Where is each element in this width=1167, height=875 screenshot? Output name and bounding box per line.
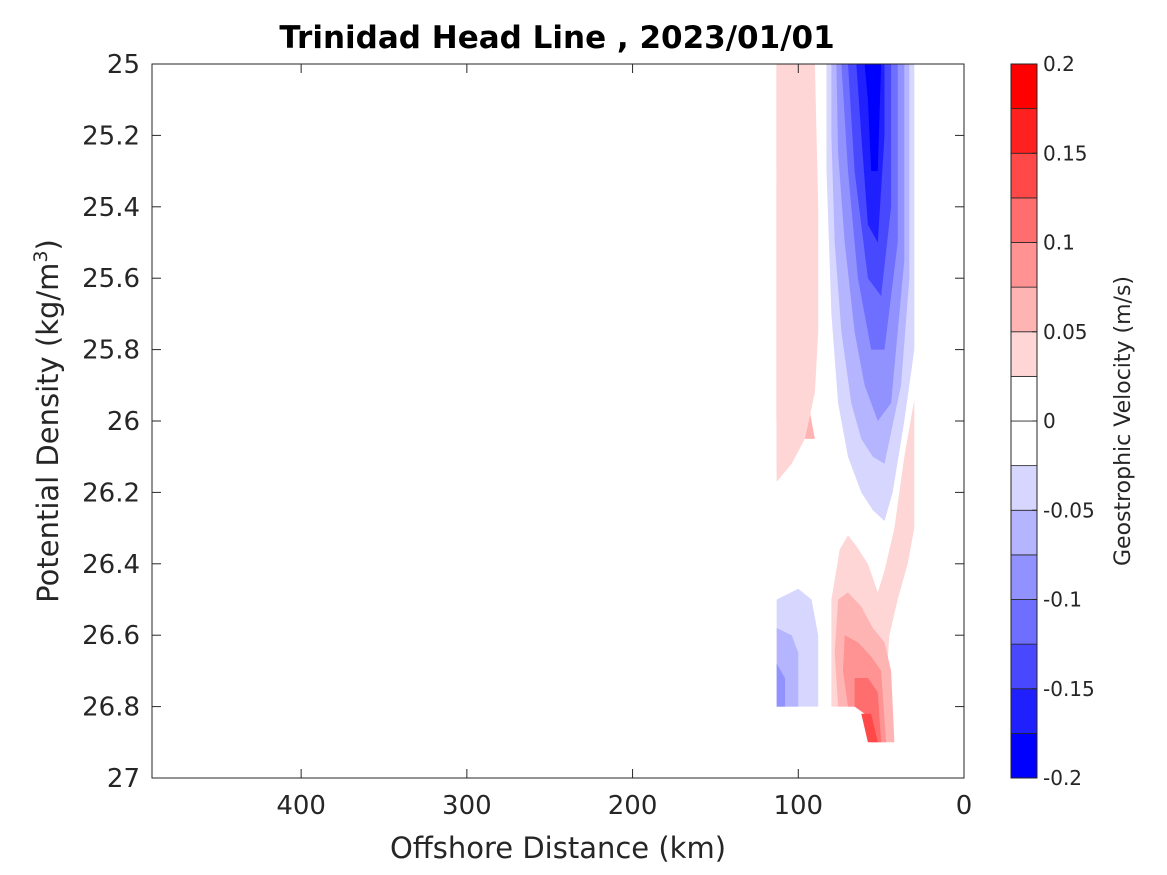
y-tick-label: 25.4	[82, 193, 140, 223]
x-tick-label: 0	[956, 791, 973, 821]
y-tick-label: 27	[107, 764, 140, 794]
contour-region-offshore-negative-core-0.175	[864, 64, 882, 172]
y-tick-label: 26.6	[82, 621, 140, 651]
y-tick-label: 25.8	[82, 336, 140, 366]
x-tick-label: 400	[276, 791, 326, 821]
colorbar-tick-label: 0.1	[1043, 231, 1075, 255]
y-axis-label: Potential Density (kg/m3)	[30, 239, 65, 603]
y-axis-ticks: 25 25.2 25.4 25.6 25.8 26 26.2 26.4 26.6 26.8 27	[82, 50, 964, 794]
colorbar-tick-label: 0.2	[1043, 52, 1075, 76]
colorbar-band	[1010, 242, 1038, 288]
x-tick-label: 100	[773, 791, 823, 821]
colorbar-band	[1010, 732, 1038, 779]
y-axis-label-sup: 3	[30, 250, 52, 262]
colorbar: 0.2 0.15 0.1 0.05 0 -0.05 -0.1 -0.15 -0.2	[1010, 52, 1095, 790]
x-tick-label: 200	[608, 791, 658, 821]
chart-title: Trinidad Head Line , 2023/01/01	[279, 20, 834, 56]
y-axis-label-close: )	[31, 239, 65, 250]
y-tick-label: 26.8	[82, 693, 140, 723]
plot-area: 400 300 200 100 0 25 25.2 25.4 25.6 25.8 26 26.2 26…	[82, 50, 972, 821]
y-tick-label: 26.4	[82, 550, 140, 580]
contour-layer	[776, 64, 915, 743]
y-axis-label-main: Potential Density (kg/m	[31, 263, 65, 603]
colorbar-tick-label: -0.2	[1043, 766, 1082, 790]
contour-region-deep-nearshore-positive-0.125	[861, 713, 878, 743]
contour-region-deep-nearshore-positive-0.1	[854, 678, 882, 743]
y-tick-label: 25.6	[82, 264, 140, 294]
colorbar-tick-label: 0.15	[1043, 141, 1088, 165]
colorbar-band	[1010, 331, 1038, 377]
colorbar-band	[1010, 375, 1038, 422]
colorbar-ticks: 0.2 0.15 0.1 0.05 0 -0.05 -0.1 -0.15 -0.2	[1032, 52, 1095, 790]
colorbar-band	[1010, 688, 1038, 734]
colorbar-band	[1010, 599, 1038, 645]
x-tick-label: 300	[442, 791, 492, 821]
colorbar-band	[1010, 286, 1038, 333]
colorbar-band	[1010, 509, 1038, 556]
colorbar-tick-label: -0.05	[1043, 498, 1095, 522]
colorbar-band	[1010, 643, 1038, 690]
colorbar-band	[1010, 465, 1038, 511]
x-axis-label: Offshore Distance (km)	[390, 831, 726, 865]
colorbar-band	[1010, 554, 1038, 600]
colorbar-band	[1010, 197, 1038, 243]
x-axis-ticks: 400 300 200 100 0	[276, 64, 972, 821]
colorbar-band	[1010, 63, 1038, 110]
colorbar-band	[1010, 420, 1038, 467]
colorbar-tick-label: -0.1	[1043, 588, 1082, 612]
contour-region-nearshore-positive-band-0.025	[776, 64, 819, 482]
y-tick-label: 26.2	[82, 478, 140, 508]
colorbar-label: Geostrophic Velocity (m/s)	[1111, 276, 1136, 566]
contour-region-deep-offshore-negative-0.075	[776, 663, 785, 707]
colorbar-tick-label: 0	[1043, 409, 1056, 433]
colorbar-band	[1010, 152, 1038, 199]
colorbar-tick-label: 0.05	[1043, 320, 1088, 344]
y-tick-label: 26	[107, 407, 140, 437]
y-tick-label: 25.2	[82, 121, 140, 151]
y-tick-label: 25	[107, 50, 140, 80]
colorbar-band	[1010, 108, 1038, 154]
colorbar-tick-label: -0.15	[1043, 677, 1095, 701]
